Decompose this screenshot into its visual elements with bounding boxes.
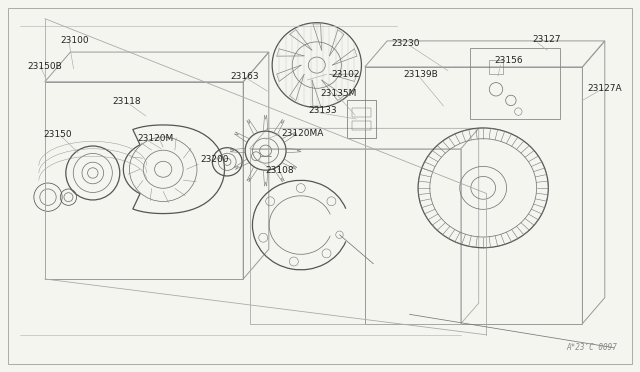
Text: 23120MA: 23120MA (282, 129, 324, 138)
Text: 23127: 23127 (532, 35, 561, 44)
Text: 23133: 23133 (308, 106, 337, 115)
Text: 23102: 23102 (331, 70, 360, 79)
Text: 23139B: 23139B (403, 70, 438, 79)
Text: 23230: 23230 (392, 39, 420, 48)
Text: 23100: 23100 (61, 36, 90, 45)
Text: 23156: 23156 (495, 56, 524, 65)
Text: 23127A: 23127A (588, 84, 622, 93)
Text: 23120M: 23120M (138, 134, 174, 143)
Text: 23118: 23118 (112, 97, 141, 106)
Text: 23108: 23108 (266, 166, 294, 175)
Text: A*23'C 0097: A*23'C 0097 (567, 343, 618, 352)
Text: 23135M: 23135M (320, 89, 356, 98)
Text: 23200: 23200 (200, 155, 229, 164)
Text: 23150: 23150 (44, 130, 72, 139)
Text: 23163: 23163 (230, 72, 259, 81)
Text: 23150B: 23150B (28, 62, 62, 71)
